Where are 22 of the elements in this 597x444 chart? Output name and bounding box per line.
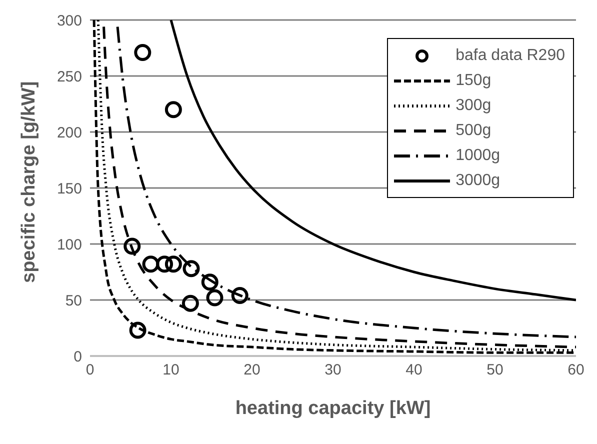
x-tick-label: 60 <box>568 362 584 379</box>
legend-label: 500g <box>456 122 492 140</box>
legend-label: 3000g <box>456 172 500 190</box>
y-axis-title: specific charge [g/kW] <box>18 81 40 283</box>
x-axis-title: heating capacity [kW] <box>235 398 431 419</box>
x-tick-label: 0 <box>86 362 94 379</box>
x-tick-label: 10 <box>162 362 180 379</box>
x-tick-label: 50 <box>486 362 504 379</box>
x-tick-label: 40 <box>406 362 422 379</box>
y-tick-label: 150 <box>56 180 82 198</box>
y-tick-label: 50 <box>65 292 82 310</box>
legend-label: bafa data R290 <box>456 46 565 64</box>
legend-label: 150g <box>456 72 492 90</box>
y-tick-label: 250 <box>56 68 82 86</box>
y-tick-label: 0 <box>74 348 82 366</box>
x-tick-label: 20 <box>244 362 260 379</box>
y-tick-label: 100 <box>56 236 82 254</box>
y-tick-label: 200 <box>56 124 82 142</box>
legend-label: 1000g <box>456 146 500 164</box>
x-tick-label: 30 <box>324 362 342 379</box>
legend-label: 300g <box>456 96 492 114</box>
y-tick-label: 300 <box>56 12 82 30</box>
